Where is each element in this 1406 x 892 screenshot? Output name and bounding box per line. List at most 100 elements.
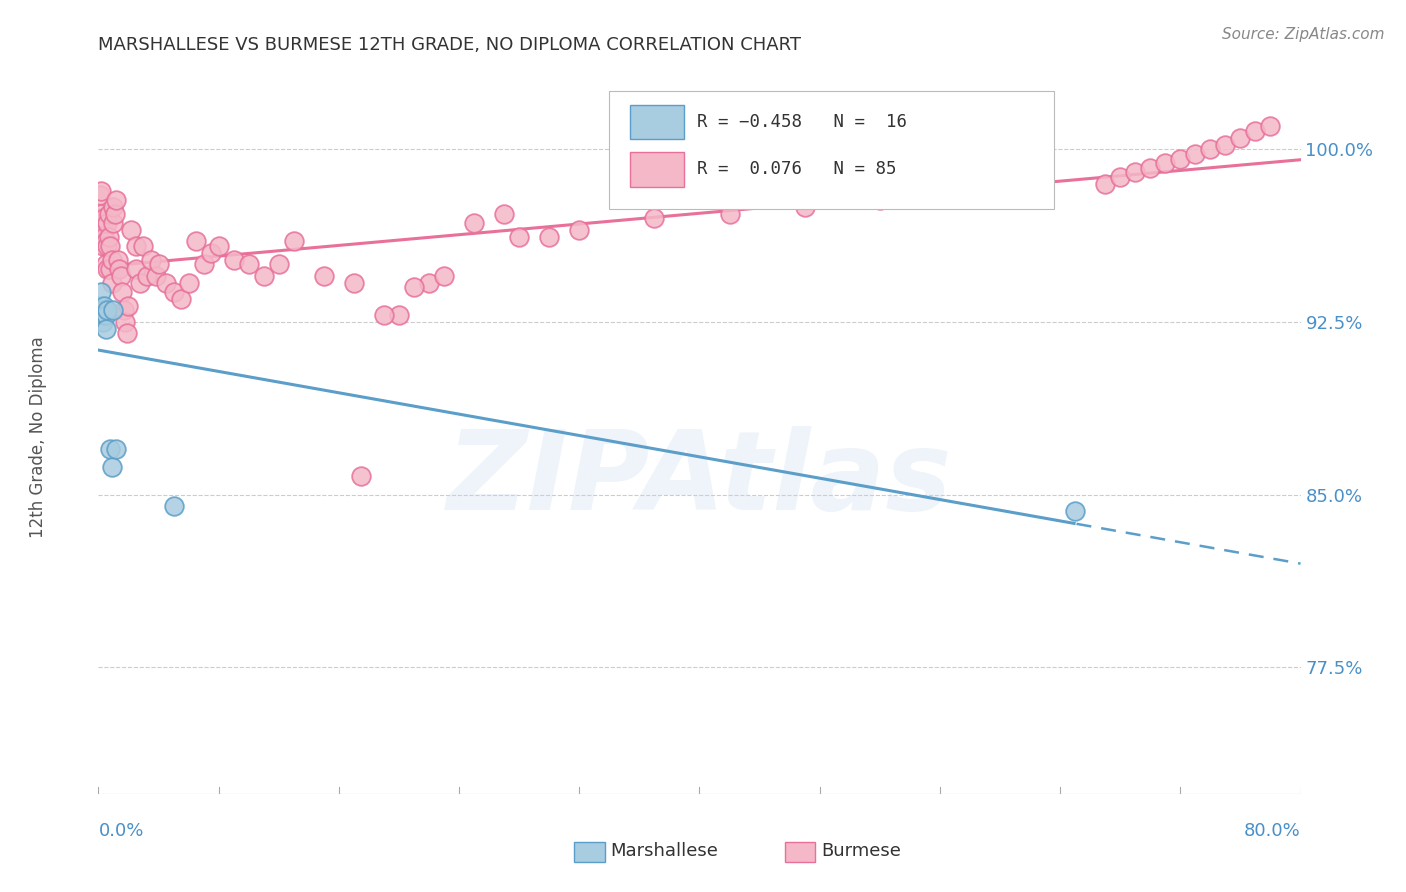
Point (91, 303, 114, 318)
Point (343, 276, 366, 290)
Text: Marshallese: Marshallese (610, 842, 718, 860)
Text: R = −0.458   N =  16: R = −0.458 N = 16 (697, 112, 907, 130)
Point (1019, 181, 1042, 195)
Point (494, 207, 516, 221)
Point (162, 499, 184, 513)
Point (1184, 147, 1206, 161)
Point (943, 188, 966, 202)
Point (1094, 177, 1116, 191)
Point (433, 268, 456, 283)
Point (1123, 165, 1146, 179)
FancyBboxPatch shape (630, 104, 683, 139)
Point (162, 285, 184, 299)
Point (94, 308, 117, 322)
Point (1229, 131, 1251, 145)
Point (93, 299, 115, 313)
Point (103, 216, 125, 230)
Text: Source: ZipAtlas.com: Source: ZipAtlas.com (1222, 27, 1385, 42)
Point (538, 229, 561, 244)
Point (96, 239, 118, 253)
Point (97, 207, 120, 221)
Point (1215, 137, 1237, 152)
Point (1139, 161, 1161, 175)
Point (105, 193, 128, 207)
Point (312, 268, 335, 283)
Point (869, 193, 891, 207)
Point (350, 469, 373, 483)
Point (90, 285, 112, 299)
Point (643, 211, 665, 226)
Point (508, 229, 530, 244)
Point (1199, 142, 1222, 156)
Point (100, 442, 122, 456)
Point (90, 207, 112, 221)
Text: ZIPAtlas: ZIPAtlas (447, 426, 952, 533)
Point (373, 308, 395, 322)
Point (1260, 120, 1282, 134)
Point (1170, 152, 1192, 166)
Text: 12th Grade, No Diploma: 12th Grade, No Diploma (30, 336, 48, 538)
Point (121, 223, 143, 237)
Point (139, 252, 162, 267)
Point (208, 239, 231, 253)
Point (267, 257, 290, 271)
Point (110, 268, 132, 283)
Point (90, 235, 112, 249)
Point (125, 239, 148, 253)
Point (94, 322, 117, 336)
Point (222, 252, 245, 267)
Point (96, 262, 118, 277)
Point (148, 257, 170, 271)
Point (104, 207, 127, 221)
Point (132, 239, 155, 253)
Point (418, 276, 440, 290)
Point (1064, 504, 1087, 518)
Point (101, 252, 124, 267)
Point (238, 257, 260, 271)
Point (1244, 124, 1267, 138)
Point (388, 308, 411, 322)
Point (463, 216, 485, 230)
Point (89, 188, 111, 202)
Point (108, 262, 131, 277)
Point (129, 276, 152, 290)
Point (89, 211, 111, 226)
Point (193, 257, 215, 271)
Point (568, 223, 591, 237)
FancyBboxPatch shape (609, 91, 1054, 209)
Point (93, 229, 115, 244)
Point (91, 315, 114, 329)
Point (90, 184, 112, 198)
Point (112, 303, 135, 318)
Point (105, 442, 128, 456)
Bar (785, 842, 815, 862)
Point (117, 299, 139, 313)
Point (107, 252, 129, 267)
Point (100, 239, 122, 253)
Point (184, 235, 207, 249)
Point (111, 285, 134, 299)
Point (97, 229, 120, 244)
Point (793, 200, 815, 214)
Point (94, 257, 117, 271)
Point (91, 239, 114, 253)
Point (93, 308, 115, 322)
Point (253, 268, 276, 283)
Text: Burmese: Burmese (821, 842, 901, 860)
Point (91, 216, 114, 230)
Point (115, 326, 138, 341)
Point (718, 207, 741, 221)
Point (170, 292, 193, 306)
Point (125, 262, 148, 277)
Point (402, 280, 425, 294)
Point (177, 276, 200, 290)
Point (1109, 169, 1132, 184)
Text: MARSHALLESE VS BURMESE 12TH GRADE, NO DIPLOMA CORRELATION CHART: MARSHALLESE VS BURMESE 12TH GRADE, NO DI… (98, 36, 801, 54)
Point (96, 216, 118, 230)
Point (101, 460, 124, 475)
Point (114, 315, 136, 329)
Point (145, 268, 167, 283)
Point (101, 276, 124, 290)
Point (283, 235, 305, 249)
Point (200, 246, 222, 260)
